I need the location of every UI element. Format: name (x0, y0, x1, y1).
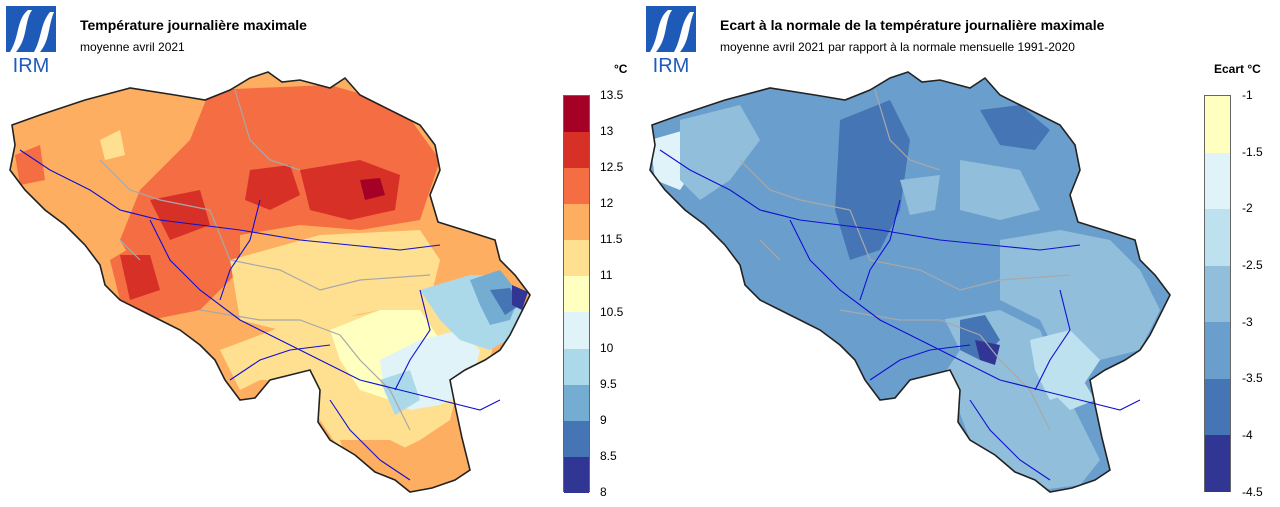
left-colorbar-swatch (564, 132, 589, 169)
right-map-title: Ecart à la normale de la température jou… (720, 17, 1105, 33)
right-tick-label: -3.5 (1242, 371, 1263, 385)
left-colorbar-swatch (564, 420, 589, 457)
left-colorbar-swatch (564, 348, 589, 385)
left-colorbar-swatch (564, 96, 589, 133)
right-colorbar-swatch (1205, 152, 1230, 210)
left-tick-label: 9 (600, 413, 607, 427)
right-colorbar-ticks: -1 -1.5 -2 -2.5 -3 -3.5 -4 -4.5 (1242, 88, 1280, 499)
logo-text: IRM (13, 55, 50, 74)
left-tick-label: 10.5 (600, 305, 624, 319)
left-tick-label: 12 (600, 196, 614, 210)
left-tick-label: 8 (600, 485, 607, 499)
right-colorbar-swatch (1205, 265, 1230, 323)
left-colorbar-swatch (564, 456, 589, 493)
left-tick-label: 11.5 (600, 232, 623, 246)
left-tick-label: 8.5 (600, 449, 617, 463)
left-colorbar (563, 95, 590, 493)
right-tick-label: -4 (1242, 428, 1253, 442)
left-colorbar-swatch (564, 240, 589, 277)
left-tick-label: 13.5 (600, 88, 624, 102)
left-colorbar-swatch (564, 204, 589, 241)
left-colorbar-swatch (564, 276, 589, 313)
left-colorbar-swatch (564, 168, 589, 205)
left-tick-label: 11 (600, 268, 613, 282)
right-belgium-map (649, 71, 1171, 493)
left-tick-label: 9.5 (600, 377, 617, 391)
right-map-subtitle: moyenne avril 2021 par rapport à la norm… (720, 40, 1075, 54)
right-tick-label: -2 (1242, 201, 1253, 215)
left-tick-label: 13 (600, 124, 614, 138)
irm-logo: IRM (6, 6, 56, 74)
left-tick-label: 12.5 (600, 160, 624, 174)
logo-text: IRM (653, 55, 690, 74)
left-colorbar-swatch (564, 312, 589, 349)
right-legend-unit: Ecart °C (1214, 62, 1261, 76)
left-map-subtitle: moyenne avril 2021 (80, 40, 185, 54)
left-tick-label: 10 (600, 341, 614, 355)
left-map-title: Température journalière maximale (80, 17, 307, 33)
right-map-panel: IRM Ecart à la normale de la température… (640, 0, 1280, 507)
right-colorbar-swatch (1205, 378, 1230, 436)
left-belgium-map (9, 71, 531, 493)
right-tick-label: -3 (1242, 315, 1253, 329)
left-map-panel: IRM Température journalière maximale moy… (6, 6, 640, 499)
right-tick-label: -4.5 (1242, 485, 1263, 499)
right-tick-label: -2.5 (1242, 258, 1263, 272)
right-colorbar-swatch (1205, 96, 1230, 153)
right-tick-label: -1 (1242, 88, 1253, 102)
right-tick-label: -1.5 (1242, 145, 1263, 159)
right-colorbar-swatch (1205, 209, 1230, 266)
left-colorbar-ticks: 13.5 13 12.5 12 11.5 11 10.5 10 9.5 9 8.… (600, 88, 640, 499)
right-colorbar (1204, 95, 1231, 492)
irm-logo: IRM (646, 6, 696, 74)
right-colorbar-swatch (1205, 322, 1230, 379)
left-colorbar-swatch (564, 384, 589, 421)
left-legend-unit: °C (614, 62, 628, 76)
right-colorbar-swatch (1205, 435, 1230, 492)
